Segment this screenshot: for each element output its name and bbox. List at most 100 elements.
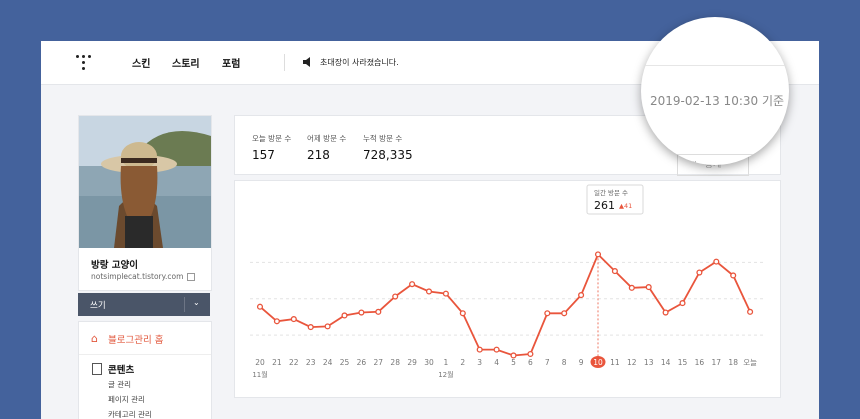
data-point xyxy=(493,346,500,353)
x-tick-label: 8 xyxy=(562,358,567,367)
data-point xyxy=(527,350,534,358)
document-icon xyxy=(92,363,102,375)
visitor-line-chart: 20 21 22 23 24 25 26 27 28 29 30 1 2 3 4 5 6 7 8 9 10 11 12 13 1… xyxy=(250,184,765,379)
data-point xyxy=(459,310,466,317)
tistory-logo-icon[interactable] xyxy=(76,55,92,73)
magnifier-header-line xyxy=(641,65,789,66)
data-point xyxy=(662,309,669,316)
x-tick-label: 15 xyxy=(678,358,688,367)
write-divider xyxy=(184,297,185,312)
data-point xyxy=(679,300,686,307)
x-tick-label: 11 xyxy=(610,358,620,367)
data-point xyxy=(594,251,602,258)
data-point xyxy=(358,309,365,316)
x-tick-label: 7 xyxy=(545,358,550,367)
data-point xyxy=(628,284,635,291)
sidebar-item-posts[interactable]: 글 관리 xyxy=(108,380,132,389)
sidebar-item-home[interactable]: 블로그관리 홈 xyxy=(108,335,164,346)
x-tick-label: 4 xyxy=(494,358,499,367)
x-tick-label: 29 xyxy=(407,358,417,367)
data-point xyxy=(476,346,483,353)
data-point xyxy=(578,292,585,299)
data-point xyxy=(510,352,517,359)
x-tick-label: 24 xyxy=(323,358,333,367)
visitor-chart-card: 20 21 22 23 24 25 26 27 28 29 30 1 2 3 4 5 6 7 8 9 10 11 12 13 1… xyxy=(234,180,781,398)
blog-url[interactable]: notsimplecat.tistory.com xyxy=(91,272,196,281)
x-month-label: 12월 xyxy=(438,370,453,379)
external-link-icon[interactable] xyxy=(187,273,196,281)
nav-forum[interactable]: 포럼 xyxy=(222,59,241,70)
x-tick-label: 6 xyxy=(528,358,533,367)
data-point xyxy=(409,281,416,288)
sidebar-item-pages[interactable]: 페이지 관리 xyxy=(108,395,145,404)
tooltip-label: 일간 방문 수 xyxy=(594,188,628,197)
x-tick-label: 오늘 xyxy=(743,358,757,367)
data-point xyxy=(645,284,652,291)
selected-day-marker xyxy=(590,356,606,368)
data-point xyxy=(544,310,551,317)
x-tick-label: 20 xyxy=(255,358,265,367)
magnified-stats-button[interactable]: 통계 xyxy=(664,154,786,165)
x-tick-label: 18 xyxy=(728,358,738,367)
data-point xyxy=(696,269,703,276)
x-month-label: 11월 xyxy=(252,370,267,379)
x-tick-label: 26 xyxy=(357,358,367,367)
sidebar-item-categories[interactable]: 카테고리 관리 xyxy=(108,410,152,419)
data-point xyxy=(375,308,382,315)
data-point xyxy=(256,303,264,310)
tooltip-box xyxy=(586,184,644,215)
x-tick-label: 22 xyxy=(289,358,299,367)
x-tick-label: 14 xyxy=(661,358,671,367)
nav-story[interactable]: 스토리 xyxy=(172,59,200,70)
data-point xyxy=(747,308,754,315)
blog-name[interactable]: 방랑 고양이 xyxy=(91,260,139,271)
notice-text[interactable]: 초대장이 사라졌습니다. xyxy=(320,58,399,67)
series-line xyxy=(259,252,751,357)
x-tick-label: 25 xyxy=(340,358,350,367)
write-button[interactable]: 쓰기 ⌄ xyxy=(78,293,210,316)
stats-timestamp: 2019-02-13 10:30 기준 xyxy=(650,94,785,108)
data-point xyxy=(307,324,314,331)
data-point xyxy=(561,310,568,317)
nav-skin[interactable]: 스킨 xyxy=(132,59,151,70)
speaker-icon xyxy=(303,57,310,67)
data-point xyxy=(273,318,280,325)
blog-url-text[interactable]: notsimplecat.tistory.com xyxy=(91,272,184,281)
data-point xyxy=(730,272,737,279)
today-value: 157 xyxy=(252,148,275,162)
x-tick-label: 2 xyxy=(460,358,465,367)
data-point xyxy=(425,288,433,295)
x-tick-label: 12 xyxy=(627,358,637,367)
menu-divider xyxy=(79,354,211,355)
yesterday-value: 218 xyxy=(307,148,330,162)
sidebar-section-contents[interactable]: 콘텐츠 xyxy=(108,365,135,376)
x-tick-label: 5 xyxy=(511,358,516,367)
x-tick-label: 1 xyxy=(444,358,449,367)
total-label: 누적 방문 수 xyxy=(363,134,403,143)
chevron-down-icon[interactable]: ⌄ xyxy=(193,298,200,307)
data-point xyxy=(442,290,449,297)
sidebar-menu: ⌂ 블로그관리 홈 콘텐츠 글 관리 페이지 관리 카테고리 관리 xyxy=(78,321,212,419)
x-tick-label: 23 xyxy=(306,358,316,367)
x-tick-label: 27 xyxy=(374,358,384,367)
tooltip-delta: ▲41 xyxy=(619,202,632,210)
x-tick-label: 28 xyxy=(390,358,400,367)
write-label: 쓰기 xyxy=(90,301,106,311)
total-value: 728,335 xyxy=(363,148,413,162)
x-tick-label: 30 xyxy=(424,358,434,367)
x-tick-label: 17 xyxy=(712,358,722,367)
magnifier-overlay: 2019-02-13 10:30 기준 통계 xyxy=(641,17,789,165)
x-tick-label: 9 xyxy=(579,358,584,367)
data-point xyxy=(341,312,348,319)
profile-card: 방랑 고양이 notsimplecat.tistory.com xyxy=(78,115,212,291)
data-point xyxy=(290,316,297,323)
yesterday-label: 어제 방문 수 xyxy=(307,134,347,143)
today-label: 오늘 방문 수 xyxy=(252,134,292,143)
profile-photo[interactable] xyxy=(79,116,211,248)
tooltip-value: 261 xyxy=(594,199,615,212)
x-tick-label: 3 xyxy=(477,358,482,367)
x-tick-label: 16 xyxy=(695,358,705,367)
data-point xyxy=(324,323,331,330)
home-icon: ⌂ xyxy=(91,332,98,345)
data-point xyxy=(713,258,720,265)
